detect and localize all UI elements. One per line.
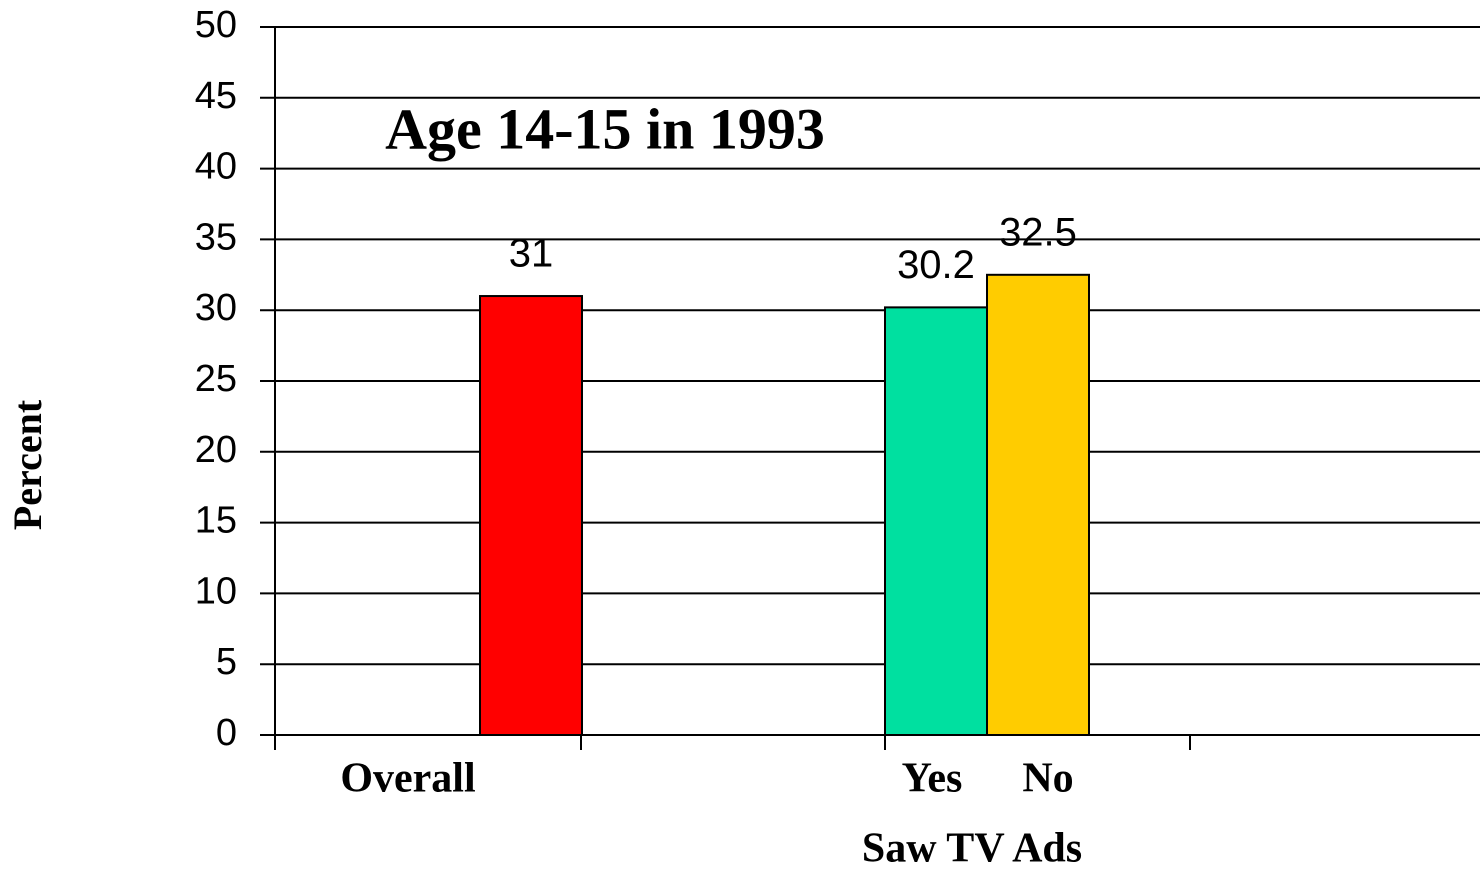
value-label: 32.5 [999,210,1077,254]
y-tick-label: 30 [195,287,237,329]
y-tick-label: 0 [216,712,237,754]
x-tick-label: No [1022,756,1073,802]
value-label: 30.2 [897,243,975,287]
bar [884,306,988,736]
x-axis-label: Saw TV Ads [862,826,1082,872]
y-tick-label: 35 [195,216,237,258]
chart-title: Age 14-15 in 1993 [385,96,825,161]
y-tick-label: 10 [195,570,237,612]
x-tick-label: Yes [902,756,963,802]
y-tick-label: 25 [195,358,237,400]
y-tick-label: 20 [195,429,237,471]
bar [479,295,583,736]
bar [986,273,1090,736]
y-tick-label: 15 [195,500,237,542]
y-tick-label: 5 [216,641,237,683]
y-tick-label: 50 [195,4,237,46]
y-tick-label: 45 [195,75,237,117]
value-label: 31 [509,232,554,276]
y-axis-label: Percent [5,399,50,530]
x-tick-label: Overall [340,756,475,802]
y-tick-label: 40 [195,146,237,188]
